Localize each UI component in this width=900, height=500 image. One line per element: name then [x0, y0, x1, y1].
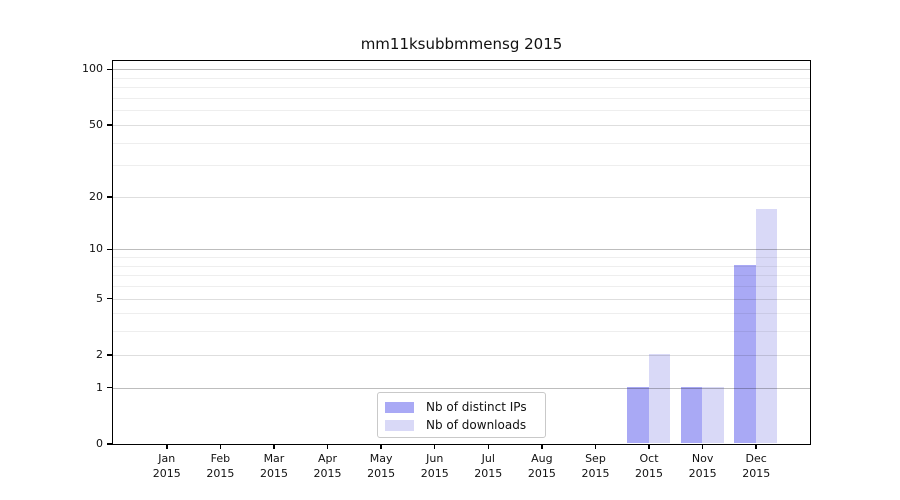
x-tick: [487, 444, 490, 449]
y-tick-label: 50: [89, 117, 103, 131]
bar-distinct-ips: [627, 387, 649, 444]
y-tick-label: 100: [82, 62, 103, 76]
bar-downloads: [648, 354, 671, 444]
y-tick: [107, 68, 112, 71]
gridline-major: [112, 298, 810, 300]
plot-area: [111, 59, 811, 445]
x-tick-label: Apr 2015: [313, 452, 342, 480]
y-tick-label: 5: [96, 291, 103, 305]
y-tick-label: 2: [96, 347, 103, 361]
y-tick: [107, 196, 112, 198]
legend-label-distinct-ips: Nb of distinct IPs: [426, 400, 527, 414]
x-tick-label: Oct 2015: [635, 452, 664, 480]
x-tick: [273, 444, 275, 449]
gridline-minor: [112, 285, 810, 287]
legend-label-downloads: Nb of downloads: [426, 418, 527, 432]
y-tick: [107, 124, 112, 126]
x-tick-label: Sep 2015: [581, 452, 610, 480]
x-tick-label: Nov 2015: [688, 452, 717, 480]
x-tick: [219, 444, 222, 449]
gridline-minor: [112, 265, 810, 267]
gridline-minor: [112, 164, 810, 166]
bar-distinct-ips: [734, 265, 756, 444]
y-tick-label: 1: [96, 380, 103, 394]
x-tick: [326, 444, 329, 449]
gridline-major: [112, 196, 810, 198]
y-tick: [107, 354, 112, 356]
gridline-minor: [112, 142, 810, 144]
x-tick-label: May 2015: [367, 452, 396, 480]
legend-swatch-distinct-ips: [385, 401, 414, 413]
x-tick-label: Jan 2015: [152, 452, 181, 480]
x-tick-label: Jul 2015: [474, 452, 503, 480]
gridline-minor: [112, 77, 810, 79]
y-tick: [107, 248, 112, 251]
gridline-major: [112, 68, 810, 70]
legend-item-downloads: Nb of downloads: [385, 417, 537, 433]
gridlines-layer: [112, 61, 810, 444]
y-tick: [107, 297, 112, 300]
x-tick: [701, 444, 704, 449]
gridline-minor: [112, 274, 810, 276]
y-tick-label: 10: [89, 242, 103, 256]
x-tick: [541, 444, 543, 449]
gridline-minor: [112, 109, 810, 111]
legend: Nb of distinct IPs Nb of downloads: [377, 392, 546, 438]
gridline-major: [112, 248, 810, 250]
x-tick-label: Mar 2015: [259, 452, 288, 480]
legend-swatch-downloads: [385, 419, 414, 431]
bar-distinct-ips: [680, 387, 703, 444]
x-tick: [755, 444, 757, 449]
y-tick: [107, 443, 112, 445]
x-tick: [433, 444, 436, 449]
x-tick-label: Feb 2015: [206, 452, 235, 480]
legend-item-distinct-ips: Nb of distinct IPs: [385, 399, 537, 415]
gridline-minor: [112, 330, 810, 332]
bar-downloads: [702, 387, 724, 444]
bars-layer: [113, 61, 810, 444]
gridline-minor: [112, 86, 810, 88]
gridline-minor: [112, 97, 810, 99]
x-tick: [648, 444, 650, 449]
x-tick-label: Aug 2015: [527, 452, 556, 480]
x-tick-label: Jun 2015: [420, 452, 449, 480]
y-tick-label: 0: [96, 437, 103, 450]
x-tick: [380, 444, 382, 449]
gridline-major: [112, 124, 810, 126]
y-tick-label: 20: [89, 189, 103, 203]
y-tick: [107, 386, 112, 389]
x-tick: [166, 444, 168, 449]
bar-downloads: [755, 208, 778, 444]
chart-title: mm11ksubbmmensg 2015: [360, 35, 563, 53]
x-tick: [594, 444, 597, 449]
gridline-minor: [112, 312, 810, 314]
x-tick-label: Dec 2015: [742, 452, 771, 480]
gridline-major: [112, 354, 810, 356]
gridline-minor: [112, 256, 810, 258]
gridline-major: [112, 387, 810, 389]
